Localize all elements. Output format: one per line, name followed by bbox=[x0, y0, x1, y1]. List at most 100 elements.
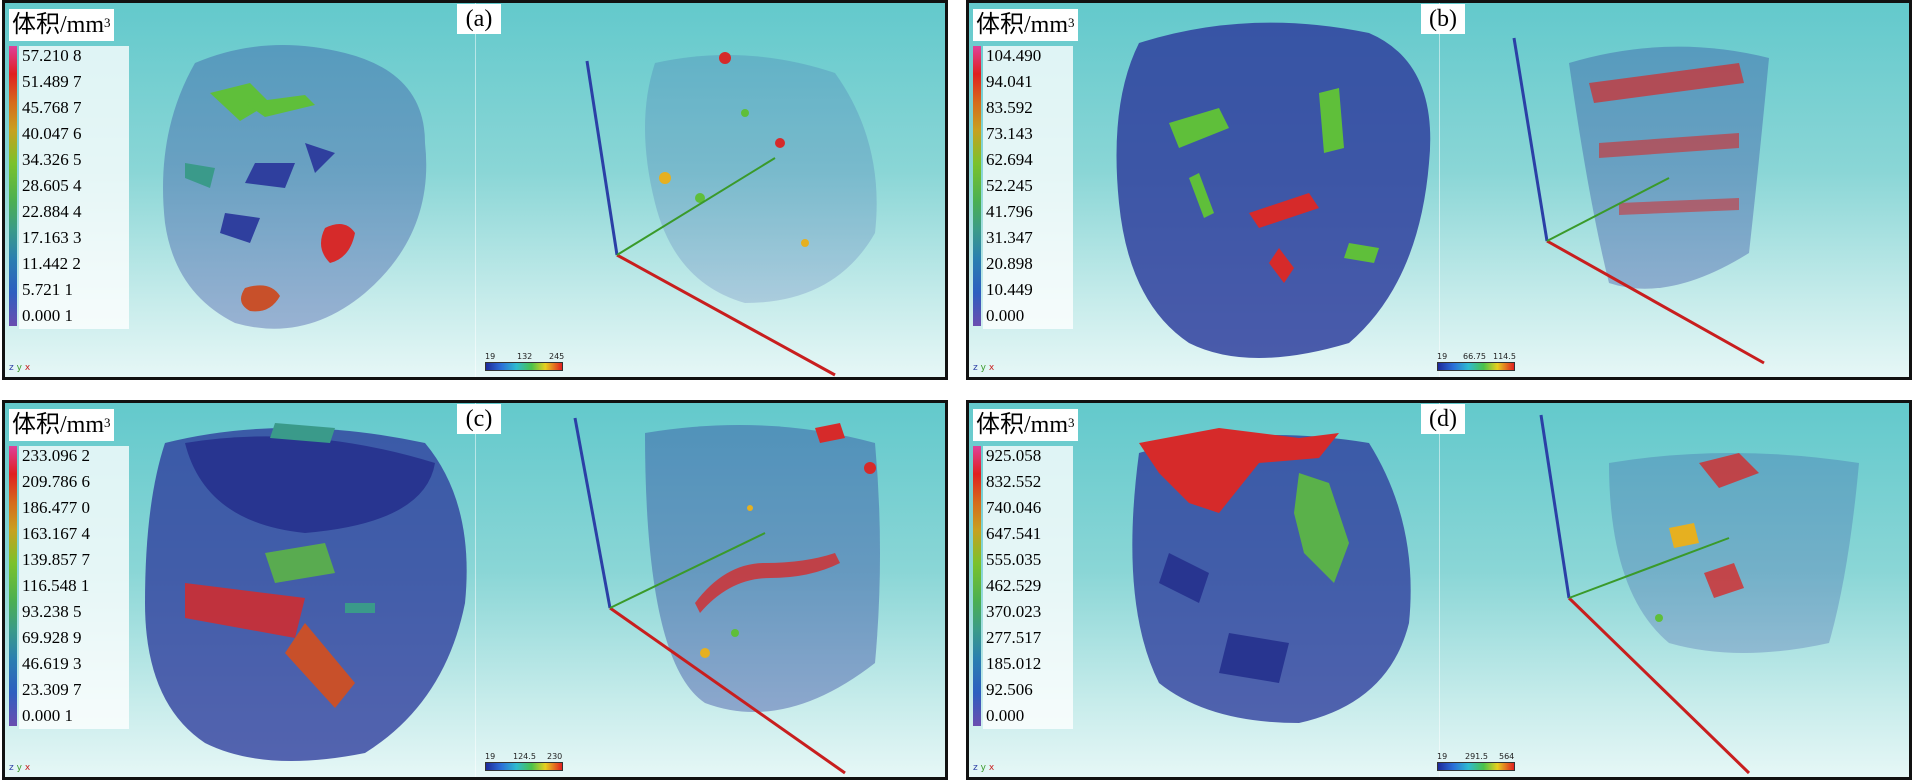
legend-value: 93.238 5 bbox=[22, 602, 82, 621]
colorbar-tick: 291.5 bbox=[1465, 752, 1488, 761]
legend-color-bar bbox=[973, 46, 981, 326]
legend-value: 69.928 9 bbox=[22, 628, 82, 647]
legend-color-bar bbox=[9, 46, 17, 326]
orientation-glyph: z y x bbox=[9, 363, 31, 373]
legend-value: 139.857 7 bbox=[22, 550, 90, 569]
legend-value: 0.000 1 bbox=[22, 706, 73, 725]
legend-value: 46.619 3 bbox=[22, 654, 82, 673]
pore-render-d bbox=[1132, 414, 1859, 775]
axis-y-d bbox=[1568, 537, 1730, 599]
legend-values: 57.210 8 51.489 7 45.768 7 40.047 6 34.3… bbox=[19, 46, 129, 329]
view-divider bbox=[475, 3, 476, 377]
legend-value: 62.694 bbox=[986, 150, 1033, 169]
pore-cloud-right-d bbox=[1609, 453, 1859, 653]
panel-label: (d) bbox=[1421, 404, 1465, 434]
axis-y-a bbox=[616, 157, 776, 256]
pore-cloud-left-a bbox=[163, 45, 427, 329]
legend-value: 233.096 2 bbox=[22, 446, 90, 465]
legend-value: 23.309 7 bbox=[22, 680, 82, 699]
axis-y-b bbox=[1546, 177, 1670, 242]
mini-colorbar: 19 132 245 bbox=[485, 352, 565, 371]
colorbar-strip bbox=[485, 762, 563, 771]
axis-z-b bbox=[1512, 37, 1549, 242]
legend-value: 73.143 bbox=[986, 124, 1033, 143]
colorbar-tick: 132 bbox=[517, 352, 533, 361]
panel-a: (a) 体积/mm3 57.210 8 51.489 7 45.768 7 40… bbox=[2, 0, 948, 380]
legend-value: 186.477 0 bbox=[22, 498, 90, 517]
legend-value: 94.041 bbox=[986, 72, 1033, 91]
legend-value: 83.592 bbox=[986, 98, 1033, 117]
colorbar-tick: 230 bbox=[547, 752, 563, 761]
panel-c: (c) 体积/mm3 233.096 2 209.786 6 186.477 0… bbox=[2, 400, 948, 780]
pore-cloud-left-d bbox=[1132, 428, 1411, 723]
legend-values: 925.058 832.552 740.046 647.541 555.035 … bbox=[983, 446, 1073, 729]
mini-colorbar: 19 124.5 230 bbox=[485, 752, 563, 771]
orientation-glyph: z y x bbox=[9, 763, 31, 773]
axis-z-c bbox=[573, 417, 612, 609]
legend-value: 185.012 bbox=[986, 654, 1042, 673]
legend-title: 体积/mm3 bbox=[973, 409, 1078, 441]
pore-cloud-right-b bbox=[1569, 46, 1769, 289]
axis-x-b bbox=[1546, 239, 1765, 365]
panel-label: (c) bbox=[457, 404, 501, 434]
legend-values: 104.490 94.041 83.592 73.143 62.694 52.2… bbox=[983, 46, 1073, 329]
colorbar-strip bbox=[1437, 362, 1515, 371]
axis-x-c bbox=[609, 606, 846, 775]
legend-title: 体积/mm3 bbox=[973, 9, 1078, 41]
legend-value: 41.796 bbox=[986, 202, 1033, 221]
panel-label: (b) bbox=[1421, 4, 1465, 34]
legend-value: 40.047 6 bbox=[22, 124, 82, 143]
legend-value: 647.541 bbox=[986, 524, 1042, 543]
legend-value: 34.326 5 bbox=[22, 150, 82, 169]
pore-render-a bbox=[163, 45, 877, 377]
pore-cloud-right-a bbox=[645, 52, 877, 303]
legend-value: 45.768 7 bbox=[22, 98, 82, 117]
pore-cloud-right-c bbox=[645, 423, 880, 712]
legend-value: 5.721 1 bbox=[22, 280, 73, 299]
colorbar-tick: 124.5 bbox=[513, 752, 536, 761]
legend-value: 277.517 bbox=[986, 628, 1042, 647]
axis-z-a bbox=[585, 60, 619, 256]
pore-render-b bbox=[1116, 22, 1769, 365]
view-divider bbox=[1439, 403, 1440, 777]
axis-z-d bbox=[1539, 414, 1571, 599]
mini-colorbar: 19 66.75 114.5 bbox=[1437, 352, 1516, 371]
legend-value: 104.490 bbox=[986, 46, 1042, 65]
pore-cloud-left-c bbox=[145, 423, 467, 761]
legend-title: 体积/mm3 bbox=[9, 409, 114, 441]
axis-x-d bbox=[1567, 596, 1751, 775]
legend-value: 209.786 6 bbox=[22, 472, 90, 491]
legend-value: 17.163 3 bbox=[22, 228, 82, 247]
colorbar-strip bbox=[1437, 762, 1515, 771]
legend-value: 20.898 bbox=[986, 254, 1033, 273]
panel-d: (d) 体积/mm3 925.058 832.552 740.046 647.5… bbox=[966, 400, 1912, 780]
legend-value: 31.347 bbox=[986, 228, 1033, 247]
axis-y-c bbox=[609, 532, 766, 609]
legend-value: 555.035 bbox=[986, 550, 1042, 569]
legend-value: 832.552 bbox=[986, 472, 1042, 491]
legend-value: 10.449 bbox=[986, 280, 1033, 299]
legend-value: 163.167 4 bbox=[22, 524, 90, 543]
colorbar-tick: 66.75 bbox=[1463, 352, 1486, 361]
legend-value: 92.506 bbox=[986, 680, 1033, 699]
colorbar-strip bbox=[485, 362, 563, 371]
view-divider bbox=[1439, 3, 1440, 377]
legend-title: 体积/mm3 bbox=[9, 9, 114, 41]
legend-value: 11.442 2 bbox=[22, 254, 81, 273]
pore-cloud-left-b bbox=[1116, 22, 1431, 358]
legend-color-bar bbox=[973, 446, 981, 726]
pore-render-c bbox=[145, 417, 880, 775]
colorbar-tick: 245 bbox=[549, 352, 565, 361]
orientation-glyph: z y x bbox=[973, 763, 995, 773]
colorbar-tick: 564 bbox=[1499, 752, 1515, 761]
legend-value: 52.245 bbox=[986, 176, 1033, 195]
legend-value: 22.884 4 bbox=[22, 202, 82, 221]
view-divider bbox=[475, 403, 476, 777]
panel-b: (b) 体积/mm3 104.490 94.041 83.592 73.143 … bbox=[966, 0, 1912, 380]
legend-value: 0.000 1 bbox=[22, 306, 73, 325]
legend-value: 51.489 7 bbox=[22, 72, 82, 91]
legend-value: 462.529 bbox=[986, 576, 1042, 595]
colorbar-tick: 19 bbox=[1437, 352, 1448, 361]
legend-value: 116.548 1 bbox=[22, 576, 90, 595]
legend-value: 0.000 bbox=[986, 306, 1025, 325]
